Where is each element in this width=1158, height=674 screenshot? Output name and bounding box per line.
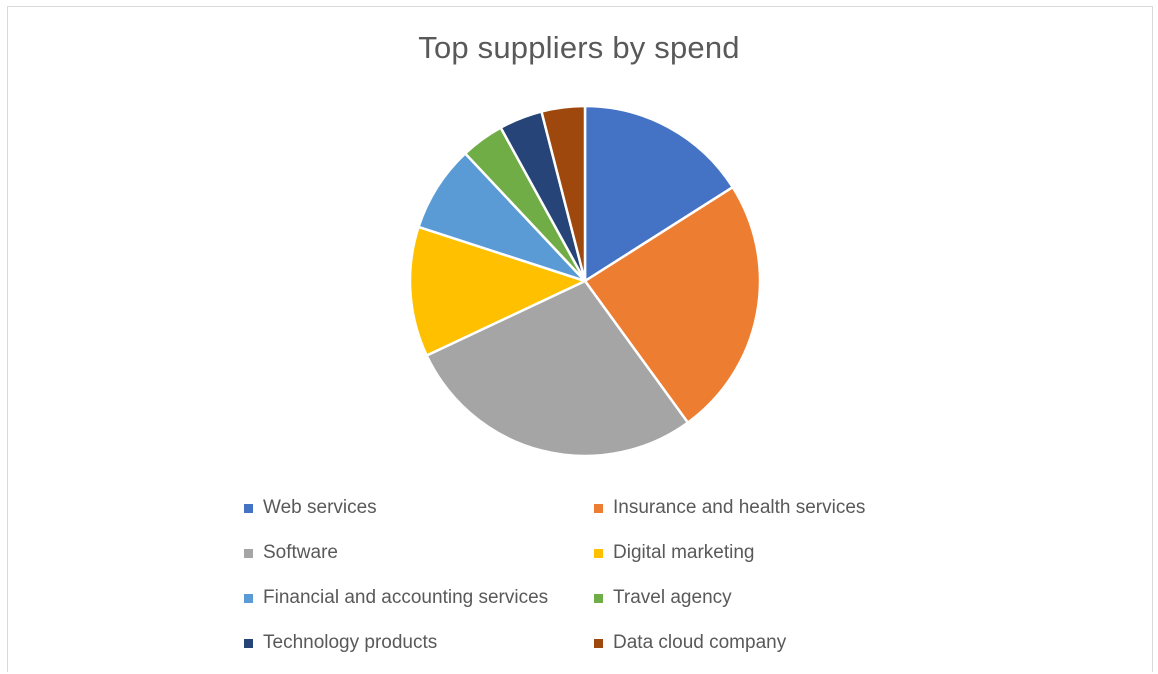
legend-label: Technology products <box>263 632 438 653</box>
legend-label: Financial and accounting services <box>263 587 549 608</box>
legend-swatch <box>244 548 253 558</box>
legend-swatch <box>244 638 253 648</box>
legend-item: Software <box>244 540 338 566</box>
legend-label: Insurance and health services <box>613 497 866 518</box>
legend-item: Data cloud company <box>594 630 786 656</box>
legend-item: Financial and accounting services <box>244 585 548 611</box>
pie-slice-digital-marketing <box>408 225 587 357</box>
legend-item: Travel agency <box>594 585 732 611</box>
legend-label: Data cloud company <box>613 632 787 653</box>
legend-swatch <box>594 593 603 603</box>
legend-swatch <box>244 503 253 513</box>
legend-item: Technology products <box>244 630 437 656</box>
legend-item: Digital marketing <box>594 540 755 566</box>
legend-swatch <box>594 638 603 648</box>
legend-item: Web services <box>244 495 377 521</box>
legend-swatch <box>594 548 603 558</box>
pie-slice-insurance-and-health-services <box>583 185 762 424</box>
pie-slice-software <box>425 279 690 458</box>
legend-label: Digital marketing <box>613 542 755 563</box>
legend-item: Insurance and health services <box>594 495 865 521</box>
chart-title: Top suppliers by spend <box>418 30 740 65</box>
legend-label: Software <box>263 542 338 563</box>
legend-swatch <box>594 503 603 513</box>
legend-label: Travel agency <box>613 587 732 608</box>
legend-swatch <box>244 593 253 603</box>
legend-label: Web services <box>263 497 377 518</box>
pie-slice-web-services <box>583 104 735 283</box>
pie-slice-data-cloud-company <box>540 104 587 283</box>
